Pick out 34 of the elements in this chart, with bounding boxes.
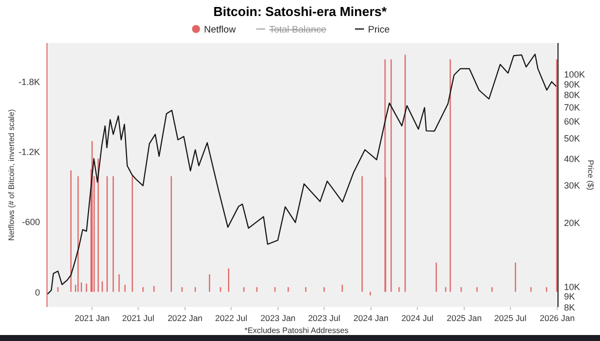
y2-tick-label: 60K [564,116,580,127]
y2-axis-title: Price ($) [586,160,595,190]
y2-tick-label: 30K [564,180,580,191]
text: *Excludes Patoshi Addresses [244,326,349,335]
x-tick-label: 2025 Jan [446,313,482,323]
y-axis-title: Netflows (# of Bitcoin, inverted scale) [7,108,16,241]
y2-tick-label: 40K [564,154,580,164]
y-tick-label: -1.8K [18,77,40,88]
x-tick-label: 2021 Jan [74,313,110,323]
x-tick-label: 2024 Jan [354,313,389,323]
y2-tick-label: 100K [564,70,586,80]
legend-label: Netflow [204,24,236,36]
y2-tick-label: 10K [564,282,580,292]
y-tick-label: -600 [22,217,40,228]
y2-tick-label: 9K [564,292,576,302]
y2-tick-label: 70K [564,102,580,112]
y2-tick-label: 8K [564,302,576,312]
y2-tick-label: 20K [564,218,580,228]
y-tick-label: -1.2K [18,147,40,158]
legend-label: Total Balance [269,24,326,36]
y2-tick-label: 90K [564,79,580,90]
y2-tick-label: 50K [564,133,580,144]
x-tick-label: 2021 Jul [122,313,154,323]
y2-tick-label: 80K [564,90,580,100]
y-tick-label: 0 [34,287,40,298]
x-tick-label: 2024 Jul [401,313,434,323]
x-tick-label: 2022 Jan [168,313,203,323]
x-tick-label: 2026 Jan [540,313,575,323]
chart-title: Bitcoin: Satoshi-era Miners* [213,4,388,19]
legend-label: Price [368,24,390,36]
x-tick-label: 2025 Jul [494,313,527,323]
x-tick-label: 2022 Jul [215,313,248,323]
x-tick-label: 2023 Jul [308,313,340,323]
x-tick-label: 2023 Jan [260,313,296,323]
